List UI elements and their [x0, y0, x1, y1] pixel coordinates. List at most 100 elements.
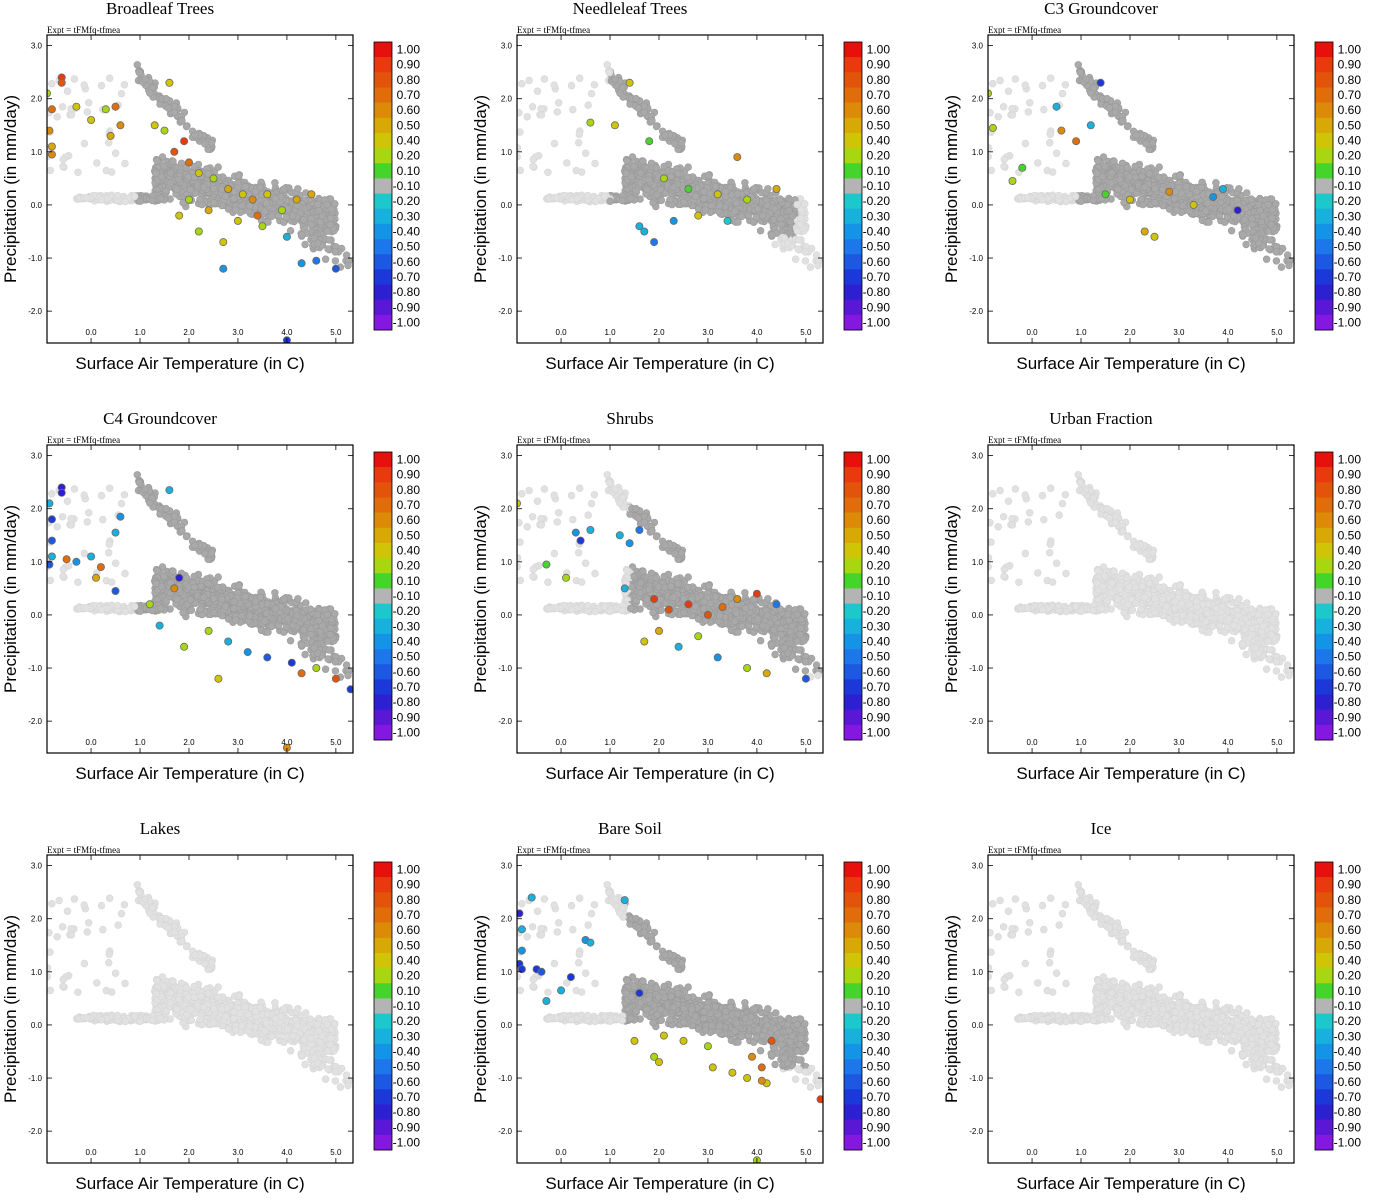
scatter-point: [1247, 195, 1256, 203]
scatter-point: [307, 630, 315, 639]
scatter-point: [1148, 139, 1157, 147]
scatter-point: [1114, 185, 1122, 194]
scatter-point-colored: [184, 195, 193, 204]
scatter-point: [235, 582, 243, 590]
scatter-point: [671, 140, 679, 148]
scatter-point: [187, 606, 196, 614]
scatter-point: [104, 139, 113, 147]
scatter-point: [190, 583, 199, 592]
scatter-point: [162, 94, 170, 103]
scatter-point: [1172, 206, 1181, 214]
scatter-point: [262, 199, 271, 207]
scatter-point: [59, 162, 67, 171]
scatter-point: [200, 593, 208, 601]
scatter-point: [1159, 185, 1167, 194]
scatter-point: [1277, 263, 1286, 271]
y-tick-label: 2.0: [972, 95, 984, 104]
scatter-point: [1021, 81, 1029, 89]
scatter-point-colored: [1018, 163, 1027, 172]
colorbar-swatch: [844, 87, 862, 103]
scatter-point: [528, 103, 537, 111]
scatter-point: [574, 139, 583, 147]
panel-title: Needleleaf Trees: [573, 0, 688, 18]
scatter-point: [623, 157, 631, 165]
scatter-point-colored: [1140, 227, 1149, 236]
scatter-point: [286, 636, 295, 645]
scatter-point-colored: [150, 121, 159, 130]
scatter-point-colored: [1086, 121, 1095, 130]
scatter-point: [1151, 185, 1159, 193]
x-tick-label: 0.0: [1027, 328, 1039, 337]
colorbar-swatch: [1315, 178, 1333, 194]
colorbar-label: -0.50: [393, 240, 421, 254]
scatter-point-colored: [194, 227, 203, 236]
scatter-point: [293, 611, 301, 620]
scatter-point: [553, 194, 561, 202]
scatter-point: [182, 122, 191, 131]
scatter-point: [196, 195, 204, 204]
scatter-point-colored: [233, 216, 242, 225]
scatter-point: [634, 104, 642, 112]
scatter-point: [783, 200, 792, 209]
scatter-point: [1105, 104, 1114, 112]
scatter-point: [1038, 81, 1047, 90]
scatter-point-colored: [1008, 176, 1017, 185]
scatter-point: [256, 183, 265, 192]
scatter-point-colored: [47, 105, 56, 114]
colorbar-swatch: [844, 178, 862, 194]
scatter-point: [1046, 130, 1055, 138]
scatter-point: [186, 595, 195, 604]
scatter-point: [170, 108, 179, 117]
scatter-point: [160, 572, 168, 581]
scatter-point: [806, 263, 815, 271]
colorbar-swatch: [374, 102, 392, 119]
y-tick-label: 1.0: [972, 148, 984, 157]
scatter-point-colored: [219, 264, 228, 273]
scatter-point: [1203, 199, 1212, 207]
x-tick-label: 5.0: [330, 328, 342, 337]
scatter-point: [318, 212, 326, 220]
scatter-point: [153, 157, 161, 165]
x-tick-label: 2.0: [653, 328, 665, 337]
scatter-point: [525, 76, 533, 85]
scatter-point: [323, 610, 331, 619]
scatter-point: [606, 197, 614, 205]
colorbar-label: -0.70: [393, 270, 421, 284]
scatter-point: [231, 206, 240, 214]
scatter-point: [732, 199, 741, 207]
scatter-point: [327, 205, 335, 214]
scatter-point: [1011, 75, 1020, 83]
scatter-point: [146, 89, 154, 97]
scatter-point: [721, 187, 730, 196]
scatter-point: [684, 163, 692, 171]
scatter-point: [1266, 236, 1274, 244]
scatter-point: [1178, 202, 1187, 210]
scatter-point: [632, 94, 640, 103]
y-tick-label: 3.0: [31, 42, 43, 51]
scatter-point: [63, 87, 72, 95]
scatter-point: [210, 198, 218, 207]
scatter-point: [605, 68, 613, 77]
colorbar-swatch: [1315, 102, 1333, 119]
scatter-point: [1251, 234, 1260, 242]
colorbar-label: 0.90: [867, 58, 891, 72]
scatter-point-colored: [101, 105, 110, 114]
scatter-point: [93, 159, 101, 167]
scatter-point: [327, 615, 335, 624]
scatter-point: [1000, 162, 1008, 171]
x-tick-label: 4.0: [751, 328, 763, 337]
scatter-point: [59, 155, 67, 164]
y-tick-label: 3.0: [501, 42, 513, 51]
colorbar-label: -0.20: [393, 194, 421, 208]
scatter-point: [567, 81, 576, 90]
scatter-point: [711, 183, 720, 191]
scatter-point: [218, 595, 226, 603]
scatter-point-colored: [586, 118, 595, 127]
colorbar-label: 0.40: [1338, 134, 1362, 148]
x-tick-label: 1.0: [604, 328, 616, 337]
y-axis-label: Precipitation (in mm/day): [942, 95, 961, 283]
scatter-point: [1272, 200, 1280, 208]
scatter-points: [988, 61, 1294, 271]
colorbar-label: -0.10: [393, 179, 421, 193]
